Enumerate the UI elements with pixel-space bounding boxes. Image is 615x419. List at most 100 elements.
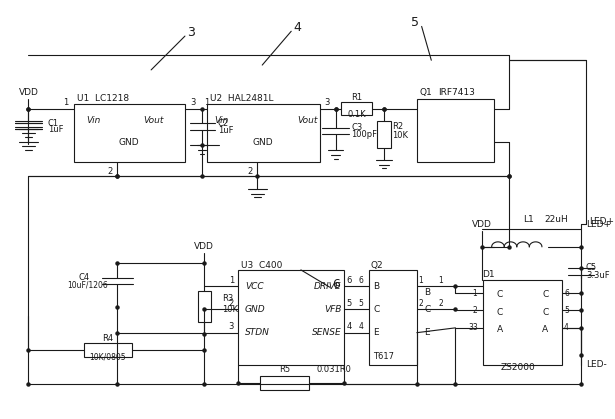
Text: GND: GND	[245, 305, 266, 314]
Text: 10uF/1206: 10uF/1206	[67, 281, 108, 290]
Text: C: C	[542, 290, 549, 300]
Text: 2: 2	[247, 167, 252, 176]
Text: R2: R2	[392, 122, 403, 132]
Text: 22uH: 22uH	[544, 215, 568, 224]
Text: R3: R3	[221, 295, 233, 303]
Text: C: C	[542, 308, 549, 317]
Text: VFB: VFB	[324, 305, 341, 314]
Text: 2: 2	[229, 299, 234, 308]
Bar	[417, 99, 494, 162]
Text: U3  C400: U3 C400	[241, 261, 282, 269]
Text: LED-: LED-	[586, 360, 606, 369]
Text: VDD: VDD	[194, 242, 214, 251]
Text: 1: 1	[205, 98, 210, 107]
Text: 100pF: 100pF	[351, 130, 377, 139]
Text: LED+: LED+	[589, 217, 614, 226]
Bar	[207, 104, 320, 162]
Text: 4: 4	[293, 21, 301, 34]
Text: 5: 5	[411, 16, 419, 29]
Text: U1  LC1218: U1 LC1218	[77, 94, 129, 103]
Text: 5: 5	[359, 299, 363, 308]
Text: 1: 1	[418, 276, 423, 285]
Text: GND: GND	[119, 138, 139, 147]
Text: 33: 33	[468, 323, 478, 332]
Text: R4: R4	[102, 334, 113, 343]
Bar	[368, 270, 417, 365]
Text: 3: 3	[190, 98, 196, 107]
Text: SENSE: SENSE	[312, 328, 341, 337]
Text: U2  HAL2481L: U2 HAL2481L	[210, 94, 274, 103]
Text: C: C	[424, 305, 430, 314]
Bar	[341, 102, 372, 115]
Text: 2: 2	[107, 167, 112, 176]
Text: 6: 6	[564, 289, 569, 297]
Text: 0.1K: 0.1K	[347, 110, 366, 119]
Text: 6: 6	[331, 278, 339, 291]
Text: 3: 3	[324, 98, 330, 107]
Text: C: C	[373, 305, 379, 314]
Text: VCC: VCC	[245, 282, 263, 291]
Text: A: A	[497, 325, 503, 334]
Text: STDN: STDN	[245, 328, 270, 337]
Text: C2: C2	[218, 119, 229, 127]
Text: 10K/0805: 10K/0805	[89, 352, 126, 361]
Text: 5: 5	[564, 306, 569, 315]
Bar	[377, 121, 391, 148]
Text: 4: 4	[359, 322, 363, 331]
Text: L1: L1	[523, 215, 534, 224]
Text: R1: R1	[351, 93, 362, 102]
Text: 6: 6	[346, 276, 352, 285]
Bar	[260, 376, 309, 390]
Text: C4: C4	[79, 273, 90, 282]
Text: C: C	[497, 308, 503, 317]
Text: D1: D1	[483, 270, 495, 279]
Text: Vout: Vout	[297, 116, 317, 124]
Text: C3: C3	[351, 123, 362, 132]
Text: DRIVE: DRIVE	[314, 282, 341, 291]
Text: 4: 4	[564, 323, 569, 332]
Bar	[238, 270, 344, 365]
Text: Vin: Vin	[214, 116, 228, 124]
Bar	[84, 343, 132, 357]
Text: B: B	[373, 282, 379, 291]
Text: 2: 2	[418, 299, 423, 308]
Text: Vout: Vout	[143, 116, 164, 124]
Bar	[483, 279, 561, 365]
Text: 5: 5	[347, 299, 352, 308]
Text: 1: 1	[229, 276, 234, 285]
Text: 0.031R0: 0.031R0	[316, 365, 351, 374]
Text: Q2: Q2	[370, 261, 383, 269]
Text: ZS2000: ZS2000	[501, 363, 536, 372]
Text: E: E	[424, 328, 430, 337]
Text: 1: 1	[63, 98, 69, 107]
Text: B: B	[424, 287, 430, 297]
Text: 2: 2	[472, 306, 477, 315]
Text: GND: GND	[253, 138, 274, 147]
Text: C: C	[497, 290, 503, 300]
Text: T617: T617	[373, 352, 394, 361]
Bar	[74, 104, 185, 162]
Text: VDD: VDD	[18, 88, 38, 97]
Text: VDD: VDD	[472, 220, 491, 229]
Text: 3: 3	[187, 26, 195, 39]
Text: 6: 6	[359, 276, 363, 285]
Text: 1uF: 1uF	[48, 125, 63, 134]
Text: 4: 4	[347, 322, 352, 331]
Bar	[197, 291, 211, 322]
Text: 3: 3	[229, 322, 234, 331]
Text: R5: R5	[279, 365, 290, 374]
Text: 10K: 10K	[392, 131, 408, 140]
Text: 1uF: 1uF	[218, 126, 233, 135]
Text: C1: C1	[48, 119, 59, 127]
Text: IRF7413: IRF7413	[438, 88, 475, 97]
Text: 3.3uF: 3.3uF	[586, 271, 609, 280]
Text: 1: 1	[472, 289, 477, 297]
Text: Vin: Vin	[86, 116, 101, 124]
Text: A: A	[542, 325, 549, 334]
Text: 10K: 10K	[221, 305, 237, 314]
Text: 1: 1	[438, 276, 443, 285]
Text: Q1: Q1	[419, 88, 432, 97]
Text: LED+: LED+	[586, 220, 611, 229]
Text: E: E	[373, 328, 379, 337]
Text: 2: 2	[438, 299, 443, 308]
